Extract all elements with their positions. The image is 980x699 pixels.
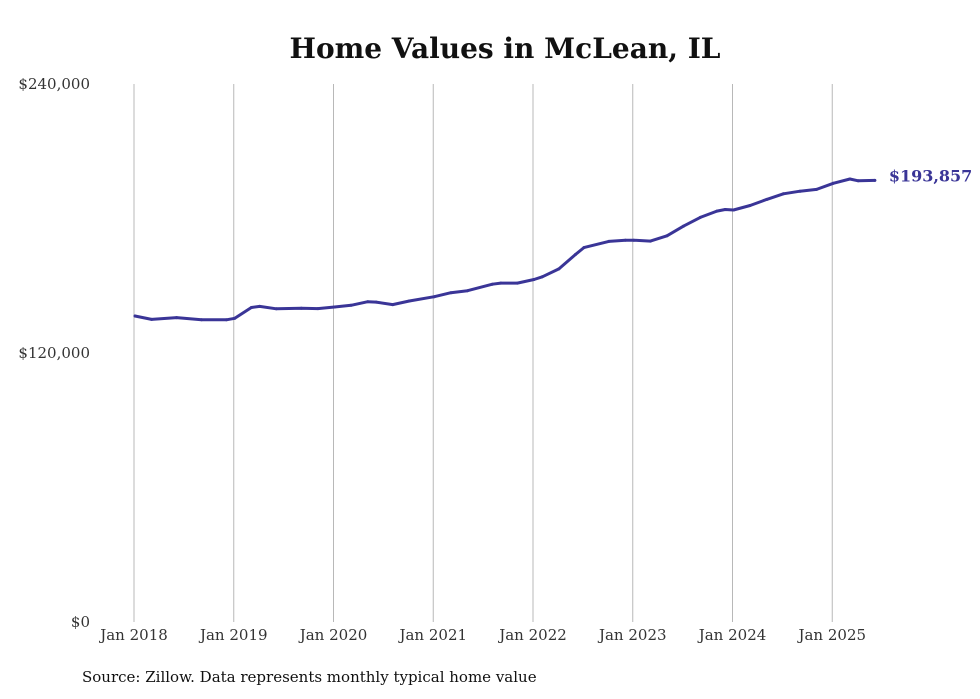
data-point	[449, 291, 453, 295]
y-axis-ticks: $240,000 $120,000 $0	[18, 75, 90, 631]
data-point	[831, 181, 835, 185]
data-point	[249, 306, 253, 309]
end-value-label: $193,857	[889, 166, 973, 185]
series-line	[133, 177, 877, 322]
x-tick-label: Jan 2018	[98, 626, 168, 644]
source-note: Source: Zillow. Data represents monthly …	[82, 668, 537, 686]
data-point	[574, 252, 578, 256]
data-point	[765, 197, 769, 201]
x-tick-label: Jan 2020	[298, 626, 368, 644]
data-point	[133, 314, 137, 318]
data-point	[732, 208, 735, 212]
data-point	[532, 278, 536, 281]
data-point	[607, 239, 611, 243]
x-tick-label: Jan 2022	[497, 626, 567, 644]
data-point	[466, 289, 469, 293]
x-tick-label: Jan 2025	[796, 626, 866, 644]
data-point	[200, 318, 203, 322]
data-point	[723, 208, 727, 211]
data-point	[698, 215, 702, 219]
data-point	[848, 177, 852, 181]
data-point	[349, 303, 353, 307]
data-point	[873, 178, 877, 182]
data-point	[150, 317, 154, 321]
data-point	[274, 307, 278, 311]
data-point	[682, 224, 686, 228]
data-point	[715, 209, 719, 213]
gridlines	[133, 84, 833, 622]
data-point	[175, 316, 179, 320]
data-point	[432, 295, 436, 299]
y-tick-label: $240,000	[18, 75, 90, 93]
data-point	[515, 281, 519, 285]
data-point	[490, 282, 494, 286]
data-point	[665, 234, 669, 238]
data-point	[233, 316, 237, 320]
data-point	[258, 304, 262, 308]
data-point	[781, 192, 785, 196]
series-layer: $193,857	[133, 166, 973, 322]
chart-title: Home Values in McLean, IL	[289, 32, 721, 65]
x-tick-label: Jan 2021	[397, 626, 467, 644]
data-point	[333, 305, 336, 309]
data-point	[299, 306, 303, 310]
data-point	[499, 281, 503, 285]
y-tick-label: $120,000	[18, 344, 90, 362]
data-point	[366, 300, 370, 304]
x-tick-label: Jan 2019	[198, 626, 268, 644]
y-tick-label: $0	[71, 613, 90, 631]
data-point	[374, 300, 378, 304]
data-point	[632, 238, 636, 242]
data-point	[224, 318, 228, 322]
x-axis-ticks: Jan 2018 Jan 2019 Jan 2020 Jan 2021 Jan 2022…	[98, 626, 866, 644]
data-point	[407, 299, 411, 303]
data-point	[391, 303, 395, 307]
data-point	[316, 307, 320, 311]
data-point	[798, 189, 802, 193]
x-tick-label: Jan 2024	[697, 626, 767, 644]
data-point	[815, 187, 819, 191]
data-point	[856, 179, 860, 183]
data-point	[648, 239, 652, 243]
data-point	[557, 267, 561, 271]
data-point	[582, 246, 586, 250]
x-tick-label: Jan 2023	[597, 626, 667, 644]
data-point	[540, 275, 544, 279]
data-point	[623, 238, 627, 242]
data-point	[748, 204, 752, 207]
